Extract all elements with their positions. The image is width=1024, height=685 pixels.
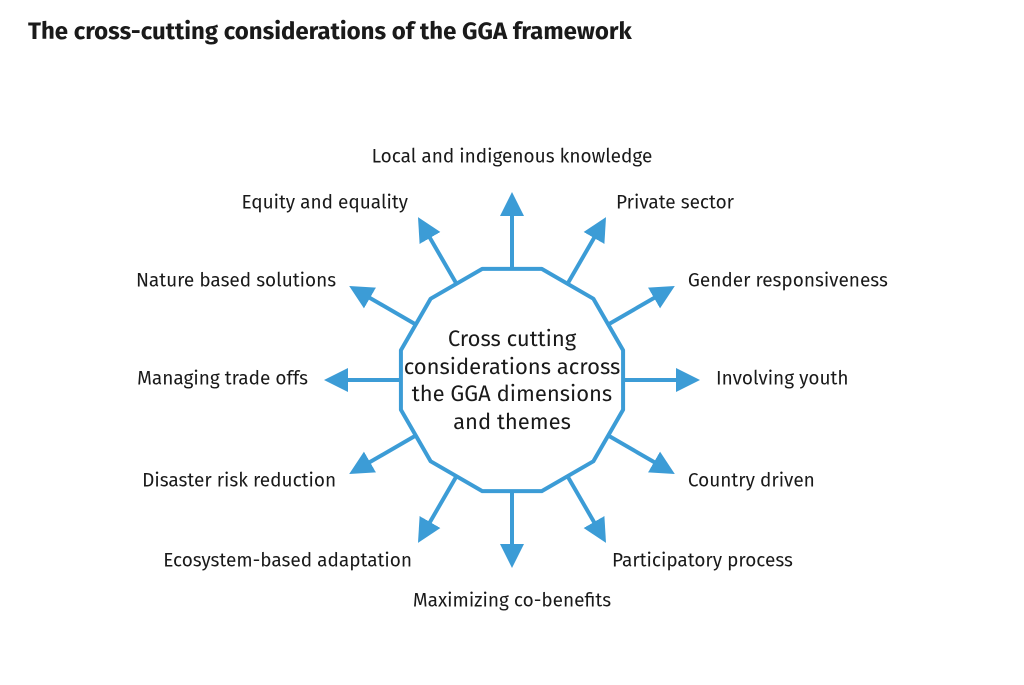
spoke-arrow <box>422 224 456 284</box>
spoke-label: Disaster risk reduction <box>142 471 336 494</box>
spoke-label: Gender responsiveness <box>688 271 888 294</box>
spoke-label: Nature based solutions <box>136 271 336 294</box>
spoke-label: Involving youth <box>716 369 849 392</box>
spoke-arrow <box>608 290 668 324</box>
spoke-arrow <box>356 290 416 324</box>
spoke-arrow <box>356 436 416 470</box>
spoke-label: Country driven <box>688 471 815 494</box>
spoke-label: Maximizing co-benefits <box>413 591 611 614</box>
spoke-arrow <box>568 224 602 284</box>
spoke-label: Equity and equality <box>241 193 408 216</box>
spoke-label: Local and indigenous knowledge <box>372 147 653 170</box>
spoke-label: Participatory process <box>612 550 793 573</box>
spoke-arrow <box>608 436 668 470</box>
spoke-arrow <box>568 476 602 536</box>
spoke-label: Ecosystem-based adaptation <box>163 550 412 573</box>
spoke-label: Private sector <box>616 193 734 216</box>
spoke-arrow <box>422 476 456 536</box>
spoke-label: Managing trade offs <box>137 369 308 392</box>
center-label: Cross cutting considerations across the … <box>402 325 622 435</box>
